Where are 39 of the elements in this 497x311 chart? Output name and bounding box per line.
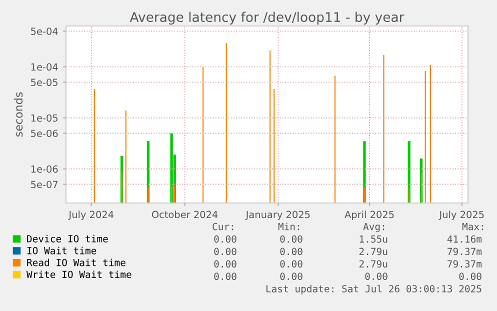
text: 0.00 [365, 272, 388, 280]
y-tick-label: 5e-04 [31, 28, 58, 35]
y-tick-label: 1e-04 [31, 63, 58, 71]
text: Min: [278, 222, 300, 230]
text: 0.00 [280, 235, 302, 243]
text: 0.00 [280, 272, 302, 280]
legend-label: Read IO Wait time [27, 258, 126, 266]
x-tick-label: April 2025 [344, 210, 394, 220]
x-tick-label: October 2024 [152, 210, 218, 218]
text: Avg: [363, 222, 384, 232]
text: 41.16m [447, 235, 482, 243]
text: 0.00 [280, 260, 302, 268]
y-tick-label: 1e-05 [31, 114, 58, 122]
x-tick-label: January 2025 [245, 210, 310, 220]
x-tick-label: July 2024 [68, 210, 114, 220]
y-tick-label: 1e-06 [31, 165, 58, 173]
text: 2.79u [359, 260, 388, 268]
text: 79.37m [448, 260, 482, 268]
y-tick-label: 5e-05 [31, 78, 58, 86]
text: 0.00 [214, 272, 236, 280]
text: 79.37m [448, 248, 482, 256]
text: 1.55u [360, 235, 388, 243]
legend-label: Device IO time [27, 234, 108, 242]
chart-title: Average latency for /dev/loop11 - by year [130, 12, 404, 25]
text: 2.79u [359, 248, 388, 256]
y-tick-label: 5e-07 [31, 180, 58, 188]
text: Last update: Sat Jul 26 03:00:13 2025 [266, 284, 482, 294]
legend-label: Write IO Wait time [26, 270, 132, 278]
legend-label: IO Wait time [27, 246, 96, 254]
x-tick-label: July 2025 [438, 210, 484, 220]
text: 0.00 [280, 248, 302, 256]
text: 0.00 [214, 260, 236, 268]
y-axis-title: seconds [14, 92, 23, 137]
text: 0.00 [214, 248, 236, 256]
text: 0.00 [459, 272, 482, 280]
text: Max: [462, 223, 484, 230]
text: Cur: [212, 222, 234, 230]
text: 0.00 [214, 235, 236, 243]
y-tick-label: 5e-06 [31, 130, 58, 138]
